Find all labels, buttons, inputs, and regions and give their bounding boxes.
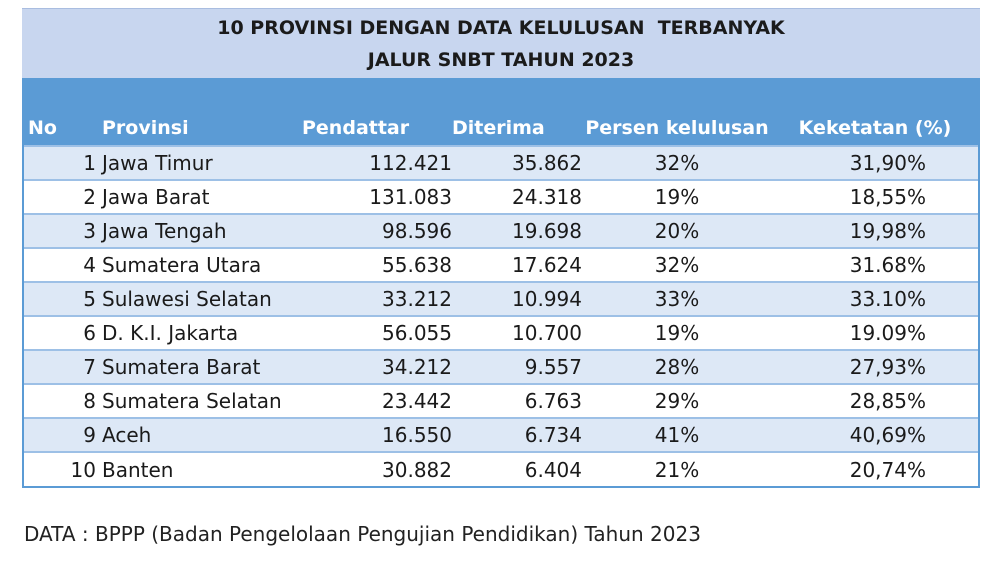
cell-provinsi: Sumatera Selatan xyxy=(102,389,282,413)
cell-diterima: 6.734 xyxy=(524,423,582,447)
cell-keketatan: 40,69% xyxy=(849,423,926,447)
cell-keketatan: 31,90% xyxy=(849,151,926,175)
cell-no: 8 xyxy=(83,389,96,413)
header-diterima: Diterima xyxy=(452,117,545,139)
data-table-container: No Provinsi Pendattar Diterima Persen ke… xyxy=(22,78,980,488)
cell-keketatan: 27,93% xyxy=(849,355,926,379)
cell-persen-kelulusan: 20% xyxy=(654,219,700,243)
cell-provinsi: Banten xyxy=(102,457,174,482)
cell-diterima: 9.557 xyxy=(524,355,582,379)
cell-pendaftar: 33.212 xyxy=(382,287,452,311)
header-provinsi: Provinsi xyxy=(102,117,189,139)
table-row: 5 Sulawesi Selatan 33.212 10.994 33% 33.10% xyxy=(24,282,978,316)
cell-pendaftar: 56.055 xyxy=(382,321,452,345)
cell-no: 2 xyxy=(83,185,96,209)
cell-provinsi: D. K.I. Jakarta xyxy=(102,321,239,345)
cell-provinsi: Sumatera Barat xyxy=(102,355,261,379)
cell-keketatan: 31.68% xyxy=(849,253,926,277)
cell-provinsi: Jawa Tengah xyxy=(102,219,227,243)
cell-pendaftar: 112.421 xyxy=(369,151,452,175)
table-body: 1 Jawa Timur 112.421 35.862 32% 31,90% 2 Jawa B… xyxy=(24,146,978,486)
table-row: 6 D. K.I. Jakarta 56.055 10.700 19% 19.09% xyxy=(24,316,978,350)
cell-persen-kelulusan: 32% xyxy=(654,253,700,277)
cell-diterima: 19.698 xyxy=(512,219,582,243)
cell-pendaftar: 30.882 xyxy=(382,457,452,482)
table-row: 2 Jawa Barat 131.083 24.318 19% 18,55% xyxy=(24,180,978,214)
data-table: No Provinsi Pendattar Diterima Persen ke… xyxy=(24,78,978,486)
table-row: 3 Jawa Tengah 98.596 19.698 20% 19,98% xyxy=(24,214,978,248)
cell-provinsi: Jawa Barat xyxy=(102,185,210,209)
cell-pendaftar: 34.212 xyxy=(382,355,452,379)
table-header-row: No Provinsi Pendattar Diterima Persen ke… xyxy=(24,78,978,146)
title-line-1: 10 PROVINSI DENGAN DATA KELULUSAN TERBAN… xyxy=(217,17,785,39)
cell-diterima: 10.700 xyxy=(512,321,582,345)
cell-diterima: 6.763 xyxy=(524,389,582,413)
table-row: 10 Banten 30.882 6.404 21% 20,74% xyxy=(24,452,978,486)
table-row: 1 Jawa Timur 112.421 35.862 32% 31,90% xyxy=(24,146,978,180)
cell-no: 6 xyxy=(83,321,96,345)
cell-persen-kelulusan: 33% xyxy=(654,287,700,311)
cell-provinsi: Aceh xyxy=(102,423,152,447)
cell-persen-kelulusan: 19% xyxy=(654,321,700,345)
header-keketatan: Keketatan (%) xyxy=(798,117,952,139)
cell-diterima: 6.404 xyxy=(524,457,582,482)
title-line-2: JALUR SNBT TAHUN 2023 xyxy=(367,49,635,71)
cell-no: 3 xyxy=(83,219,96,243)
header-pendaftar: Pendattar xyxy=(302,117,410,139)
cell-pendaftar: 55.638 xyxy=(382,253,452,277)
cell-no: 10 xyxy=(70,457,96,482)
cell-pendaftar: 131.083 xyxy=(369,185,452,209)
cell-no: 1 xyxy=(83,151,96,175)
cell-provinsi: Sulawesi Selatan xyxy=(102,287,272,311)
cell-persen-kelulusan: 28% xyxy=(654,355,700,379)
table-row: 9 Aceh 16.550 6.734 41% 40,69% xyxy=(24,418,978,452)
cell-keketatan: 28,85% xyxy=(849,389,926,413)
table-title: 10 PROVINSI DENGAN DATA KELULUSAN TERBAN… xyxy=(22,8,980,78)
cell-pendaftar: 16.550 xyxy=(382,423,452,447)
cell-no: 7 xyxy=(83,355,96,379)
cell-keketatan: 33.10% xyxy=(849,287,926,311)
cell-pendaftar: 23.442 xyxy=(382,389,452,413)
cell-persen-kelulusan: 29% xyxy=(654,389,700,413)
cell-keketatan: 19.09% xyxy=(849,321,926,345)
header-no: No xyxy=(28,117,57,139)
table-row: 4 Sumatera Utara 55.638 17.624 32% 31.68% xyxy=(24,248,978,282)
cell-persen-kelulusan: 21% xyxy=(654,457,700,482)
header-persen-kelulusan: Persen kelulusan xyxy=(585,117,769,139)
cell-provinsi: Jawa Timur xyxy=(102,151,213,175)
cell-diterima: 24.318 xyxy=(512,185,582,209)
cell-keketatan: 18,55% xyxy=(849,185,926,209)
cell-persen-kelulusan: 32% xyxy=(654,151,700,175)
table-row: 8 Sumatera Selatan 23.442 6.763 29% 28,85% xyxy=(24,384,978,418)
cell-diterima: 10.994 xyxy=(512,287,582,311)
cell-diterima: 35.862 xyxy=(512,151,582,175)
cell-no: 5 xyxy=(83,287,96,311)
data-source-note: DATA : BPPP (Badan Pengelolaan Pengujian… xyxy=(24,522,701,546)
cell-keketatan: 19,98% xyxy=(849,219,926,243)
cell-no: 4 xyxy=(83,253,96,277)
cell-diterima: 17.624 xyxy=(512,253,582,277)
table-row: 7 Sumatera Barat 34.212 9.557 28% 27,93% xyxy=(24,350,978,384)
cell-provinsi: Sumatera Utara xyxy=(102,253,262,277)
cell-persen-kelulusan: 41% xyxy=(654,423,700,447)
cell-pendaftar: 98.596 xyxy=(382,219,452,243)
cell-no: 9 xyxy=(83,423,96,447)
cell-keketatan: 20,74% xyxy=(849,457,926,482)
cell-persen-kelulusan: 19% xyxy=(654,185,700,209)
